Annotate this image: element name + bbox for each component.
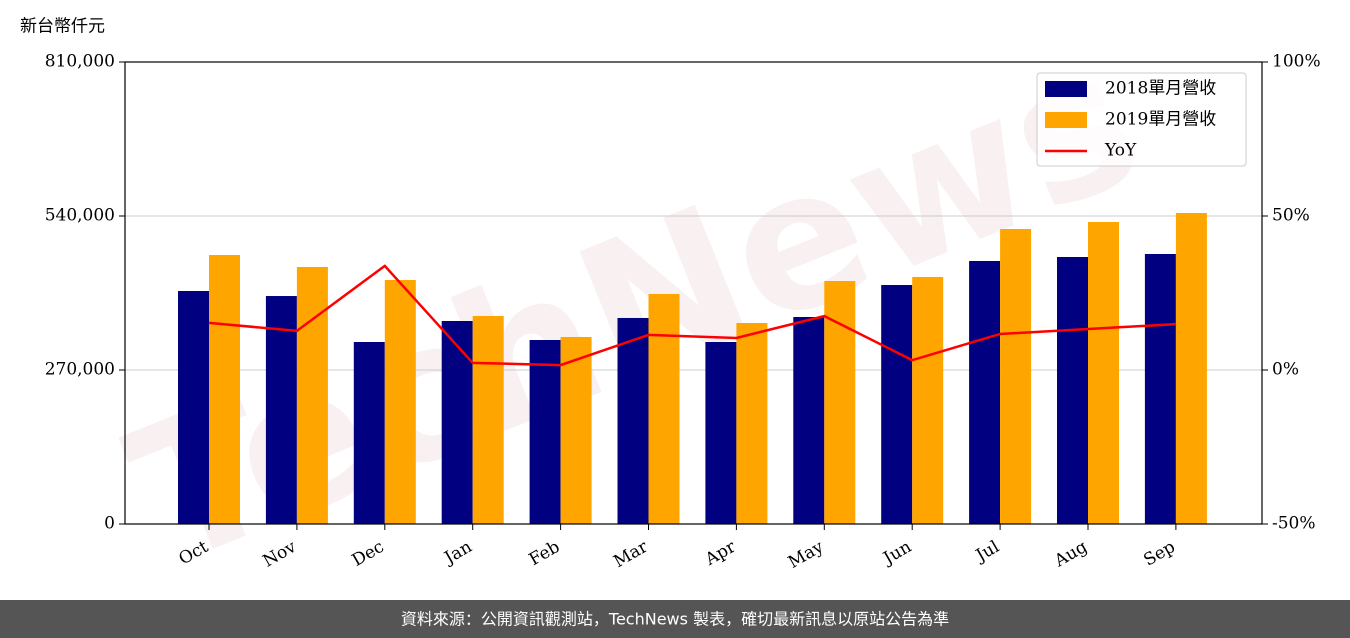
yoy-line	[208, 264, 1176, 367]
bar	[969, 261, 1001, 524]
bar	[529, 339, 561, 524]
y-tick-label: 0	[104, 514, 115, 534]
x-tick-label: Jun	[878, 537, 915, 570]
x-tick-label: Feb	[526, 537, 564, 570]
bar	[1000, 229, 1032, 524]
y-axis-label: 新台幣仟元	[20, 17, 105, 37]
legend-swatch	[1045, 81, 1087, 97]
x-tick-label: Apr	[701, 536, 740, 570]
footer-bar	[0, 600, 1350, 638]
y2-tick-label: 50%	[1272, 206, 1310, 226]
bar	[1175, 212, 1207, 524]
bar	[824, 281, 856, 524]
y-tick-label: 810,000	[45, 52, 115, 72]
legend-label: YoY	[1104, 141, 1137, 161]
bar	[1088, 221, 1119, 524]
bar	[296, 266, 328, 524]
legend-box	[1036, 72, 1247, 167]
legend-swatch	[1045, 112, 1087, 128]
x-tick-label: Aug	[1050, 537, 1091, 572]
legend-label: 2018單月營收	[1105, 79, 1216, 99]
bar	[384, 279, 416, 524]
bar	[881, 285, 913, 524]
bar	[209, 255, 240, 524]
bar	[793, 317, 825, 524]
bar	[441, 321, 473, 524]
y-tick-label: 540,000	[45, 206, 115, 226]
bar	[648, 293, 680, 524]
x-tick-label: Dec	[349, 537, 388, 571]
bar	[912, 276, 944, 524]
footer-text: 資料來源：公開資訊觀測站，TechNews 製表，確切最新訊息以原站公告為準	[401, 610, 949, 629]
y2-tick-label: 100%	[1272, 52, 1321, 72]
x-tick-label: Jan	[440, 537, 476, 569]
bar	[560, 336, 592, 524]
bar	[1057, 257, 1088, 524]
bar	[472, 315, 504, 524]
bar	[1144, 253, 1176, 524]
x-tick-label: Mar	[610, 536, 652, 572]
bar	[617, 317, 649, 524]
y2-tick-label: -50%	[1272, 514, 1316, 534]
y-tick-label: 270,000	[45, 360, 115, 380]
y2-tick-label: 0%	[1272, 360, 1299, 380]
bar	[705, 341, 737, 524]
legend-label: 2019單月營收	[1105, 110, 1216, 130]
x-tick-label: Jul	[971, 537, 1003, 567]
x-tick-label: Sep	[1140, 537, 1178, 571]
plot-frame	[124, 61, 1263, 525]
bar	[353, 341, 385, 524]
x-tick-label: May	[785, 537, 828, 573]
bar	[265, 296, 297, 524]
bar	[178, 291, 209, 524]
bar	[736, 323, 768, 524]
